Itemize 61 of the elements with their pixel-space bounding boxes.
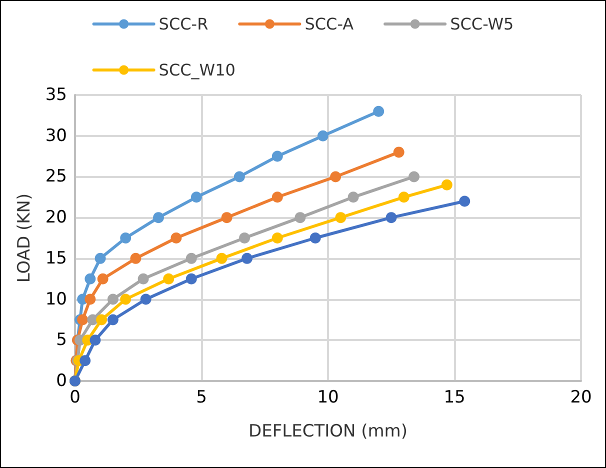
point: [120, 232, 132, 244]
point: [77, 314, 88, 326]
point: [393, 146, 404, 158]
point: [310, 232, 321, 244]
point: [386, 212, 397, 224]
y-axis-title: LOAD (KN): [14, 193, 34, 283]
y-tick-label: 35: [45, 85, 67, 105]
point: [96, 314, 108, 326]
point: [294, 212, 306, 224]
point: [94, 252, 106, 264]
point: [335, 212, 346, 224]
point: [190, 192, 202, 203]
point: [153, 212, 164, 224]
point: [107, 314, 118, 326]
point: [170, 232, 182, 244]
point: [317, 130, 328, 142]
x-tick-label: 15: [444, 388, 466, 408]
y-tick-label: 25: [45, 166, 67, 187]
x-tick-label: 5: [196, 388, 207, 408]
y-tick-label: 30: [45, 126, 67, 146]
legend-label: SCC-R: [158, 14, 208, 34]
legend-label: SCC-A: [304, 14, 354, 34]
point: [272, 150, 283, 162]
y-tick-label: 15: [45, 248, 67, 268]
y-tick-label: 10: [45, 289, 67, 310]
point: [186, 252, 197, 264]
point: [234, 171, 245, 182]
y-tick-label: 0: [56, 371, 67, 391]
point: [186, 273, 197, 284]
point: [130, 252, 142, 264]
legend-label: SCC-W5: [450, 14, 514, 34]
x-tick-label: 20: [570, 388, 592, 408]
point: [348, 192, 359, 203]
point: [80, 355, 91, 366]
point: [84, 294, 96, 305]
point: [120, 294, 132, 305]
point: [221, 212, 232, 224]
point: [398, 192, 410, 203]
point: [272, 232, 283, 244]
point: [97, 273, 108, 284]
legend-label: SCC_W10: [158, 60, 236, 80]
point: [408, 171, 420, 182]
point: [140, 294, 152, 305]
x-tick-label: 10: [317, 388, 339, 408]
point: [163, 273, 174, 284]
y-tick-label: 5: [56, 330, 67, 350]
point: [373, 106, 384, 117]
y-tick-label: 20: [45, 208, 67, 228]
x-tick-label: 0: [70, 388, 80, 408]
point: [107, 294, 118, 305]
point: [138, 273, 149, 284]
point: [239, 232, 250, 244]
point: [84, 273, 96, 284]
point: [459, 196, 470, 207]
x-axis-title: DEFLECTION (mm): [248, 422, 408, 442]
point: [441, 179, 452, 190]
point: [90, 334, 101, 346]
point: [272, 192, 283, 203]
point: [330, 171, 342, 182]
point: [242, 252, 253, 264]
point: [216, 252, 228, 264]
